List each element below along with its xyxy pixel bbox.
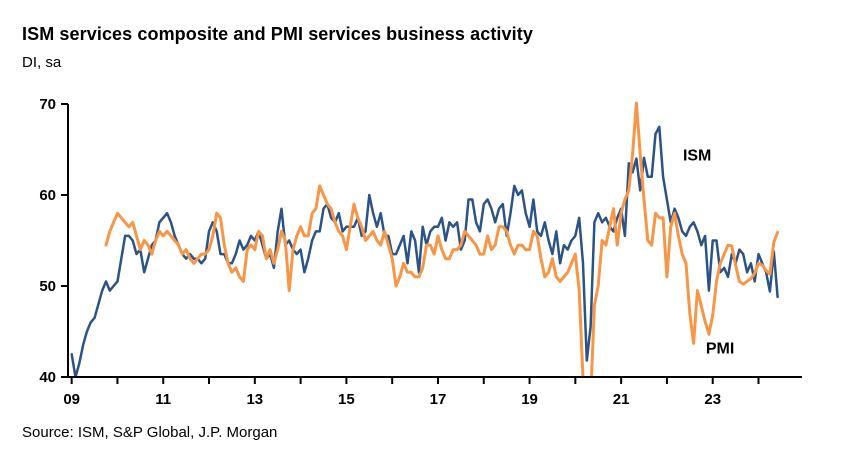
chart-title: ISM services composite and PMI services … bbox=[22, 24, 533, 45]
pmi-series-label: PMI bbox=[706, 340, 734, 357]
ism-series-label: ISM bbox=[683, 147, 711, 164]
y-axis-unit-label: DI, sa bbox=[22, 54, 62, 71]
x-tick-label: 23 bbox=[704, 391, 721, 408]
x-tick-label: 11 bbox=[155, 391, 171, 408]
y-tick-label: 50 bbox=[39, 278, 56, 295]
x-tick-label: 13 bbox=[246, 391, 263, 408]
pmi-line bbox=[104, 101, 780, 378]
x-tick-label: 15 bbox=[338, 391, 355, 408]
source-note: Source: ISM, S&P Global, J.P. Morgan bbox=[22, 424, 278, 441]
y-tick-label: 40 bbox=[39, 369, 56, 386]
x-tick-label: 09 bbox=[63, 391, 80, 408]
x-tick-label: 19 bbox=[521, 391, 538, 408]
y-tick-label: 60 bbox=[39, 187, 56, 204]
x-tick-label: 17 bbox=[430, 391, 447, 408]
x-tick-label: 21 bbox=[613, 391, 630, 408]
y-tick-label: 70 bbox=[39, 96, 56, 113]
line-chart: 40 50 60 70 09 11 13 15 17 19 21 23 ISM PMI bbox=[39, 96, 802, 408]
